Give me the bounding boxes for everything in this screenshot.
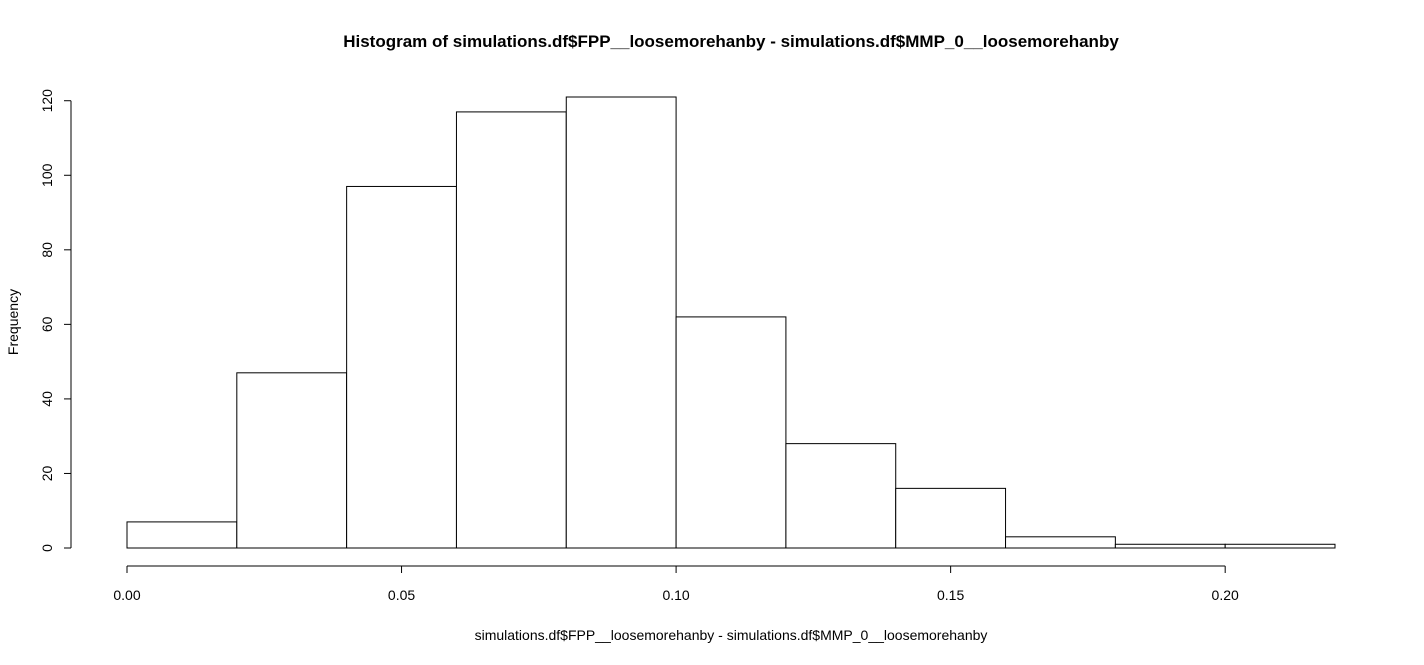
histogram-bar <box>895 487 1007 549</box>
histogram-bar <box>346 185 457 549</box>
histogram-bar <box>1224 543 1336 549</box>
y-tick-label: 120 <box>39 89 55 113</box>
chart-title: Histogram of simulations.df$FPP__loosemo… <box>343 32 1119 51</box>
y-tick-label: 60 <box>39 316 55 332</box>
histogram-bar <box>1005 536 1116 549</box>
x-axis: 0.00 0.05 0.10 0.15 0.20 <box>113 565 1239 603</box>
histogram-bar <box>236 372 348 549</box>
y-tick-label: 0 <box>39 544 55 552</box>
histogram-bar <box>455 111 567 549</box>
y-tick-label: 80 <box>39 242 55 258</box>
y-tick-label: 20 <box>39 465 55 481</box>
x-tick-label: 0.05 <box>388 587 415 603</box>
y-axis-label: Frequency <box>5 289 21 355</box>
x-tick-label: 0.00 <box>113 587 140 603</box>
histogram-bar <box>1114 543 1226 549</box>
histogram-bar <box>565 96 677 549</box>
x-tick-label: 0.20 <box>1212 587 1239 603</box>
x-axis-label: simulations.df$FPP__loosemorehanby - sim… <box>475 627 988 643</box>
x-tick-label: 0.10 <box>662 587 689 603</box>
y-axis: 0 20 40 60 80 100 120 <box>39 89 72 552</box>
histogram-bar <box>785 443 897 549</box>
x-tick-label: 0.15 <box>937 587 964 603</box>
bars-layer <box>126 96 1336 549</box>
histogram-bar <box>126 521 238 549</box>
y-tick-label: 100 <box>39 163 55 187</box>
y-tick-label: 40 <box>39 391 55 407</box>
histogram-bar <box>675 316 787 549</box>
